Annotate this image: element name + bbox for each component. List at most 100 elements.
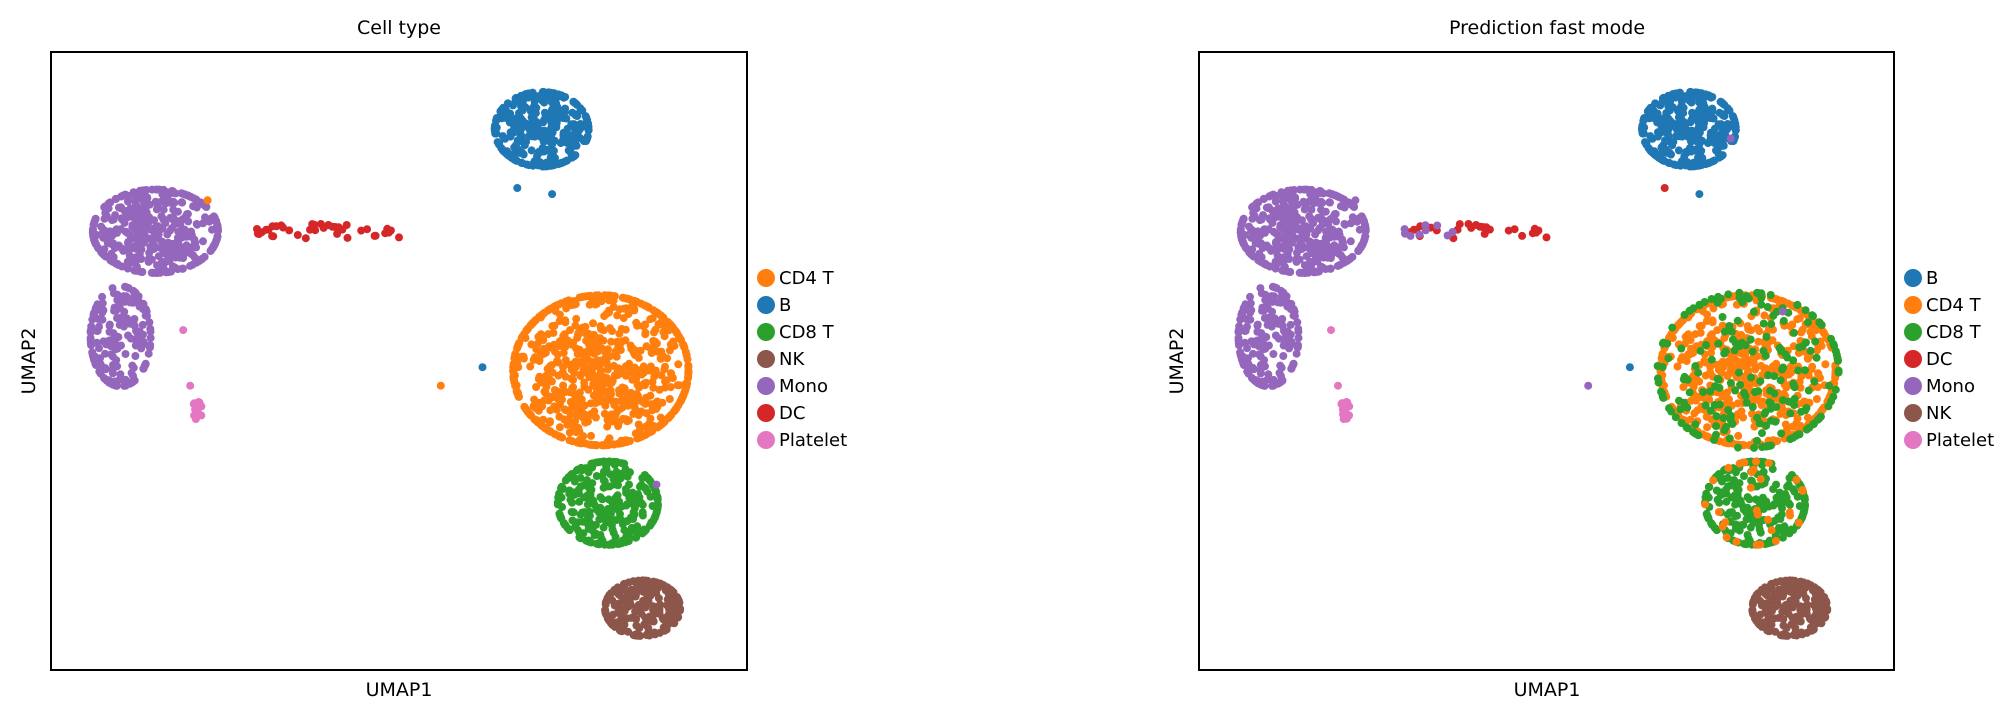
point-cd4-t <box>569 399 578 408</box>
point-dc <box>285 226 294 235</box>
point-cd4-t <box>509 362 518 371</box>
point-mono <box>93 327 102 335</box>
point-mono <box>88 226 97 234</box>
point-cd4-t <box>630 306 639 315</box>
point-nk <box>1805 614 1814 623</box>
point-nk <box>1762 599 1771 608</box>
point-mono <box>119 322 128 331</box>
point-cd8-t <box>1735 288 1744 297</box>
point-nk <box>649 617 658 626</box>
point-cd4-t <box>595 397 604 406</box>
point-cd8-t <box>1758 460 1767 469</box>
point-cd4-t <box>569 365 578 374</box>
point-cd4-t <box>577 357 586 366</box>
point-mono <box>140 211 149 220</box>
point-mono <box>121 350 130 358</box>
point-cd4-t <box>641 321 650 330</box>
point-b <box>517 132 526 141</box>
point-cd4-t <box>623 415 632 424</box>
point-cd4-t <box>608 397 617 406</box>
point-cd4-t <box>597 297 606 306</box>
point-b <box>1670 160 1678 169</box>
point-mono <box>157 197 166 206</box>
legend-label: NK <box>779 349 805 370</box>
point-cd4-t <box>1714 508 1723 516</box>
point-nk <box>637 609 646 618</box>
point-cd4-t <box>615 305 624 314</box>
legend-marker <box>1904 431 1922 449</box>
point-cd4-t <box>577 293 586 302</box>
point-cd8-t <box>1753 413 1762 422</box>
point-cd8-t <box>1775 488 1784 497</box>
point-cd8-t <box>1827 334 1835 343</box>
point-cd4-t <box>1732 537 1741 546</box>
point-mono <box>142 186 151 194</box>
point-mono <box>1298 242 1307 250</box>
point-b <box>1691 145 1700 154</box>
point-mono <box>1284 267 1293 276</box>
point-cd4-t <box>1724 463 1733 472</box>
legend-label: CD4 T <box>779 268 835 289</box>
point-cd8-t <box>1653 362 1662 370</box>
point-nk <box>1752 590 1761 599</box>
point-cd8-t <box>1829 392 1838 401</box>
point-cd8-t <box>1728 335 1737 344</box>
point-mono <box>1292 349 1301 358</box>
point-mono <box>156 268 165 277</box>
point-mono <box>1247 225 1256 234</box>
point-cd8-t <box>1725 322 1734 330</box>
point-mono <box>146 327 155 336</box>
point-mono <box>1279 326 1288 335</box>
point-b <box>562 114 571 123</box>
point-cd4-t <box>675 381 684 390</box>
point-cd8-t <box>604 457 613 466</box>
point-mono <box>1253 327 1262 336</box>
point-cd4-t <box>512 387 521 395</box>
point-cd8-t <box>1719 414 1728 422</box>
point-b <box>1686 88 1695 96</box>
point-cd4-t <box>1675 319 1684 328</box>
point-nk <box>620 606 629 615</box>
point-cd8-t <box>1706 387 1715 396</box>
point-mono <box>129 292 138 301</box>
legend-item: NK <box>757 349 805 370</box>
point-cd4-t <box>605 412 614 420</box>
point-cd8-t <box>1793 301 1802 309</box>
point-nk <box>1779 615 1788 624</box>
point-cd8-t <box>1725 434 1734 443</box>
point-nk <box>1788 576 1797 585</box>
point-cd8-t <box>1689 304 1698 313</box>
point-cd4-t <box>665 320 674 328</box>
point-cd4-t <box>1717 365 1726 374</box>
point-cd8-t <box>1764 371 1773 380</box>
point-cd8-t <box>1746 523 1755 532</box>
point-cd4-t <box>1796 383 1805 392</box>
point-cd4-t <box>1708 318 1717 327</box>
point-cd8-t <box>599 483 608 492</box>
point-mono <box>1293 318 1302 327</box>
point-cd8-t <box>1801 366 1809 375</box>
point-mono <box>1778 307 1787 316</box>
point-cd4-t <box>567 301 576 310</box>
point-cd4-t <box>621 336 630 345</box>
point-nk <box>631 592 640 601</box>
point-cd8-t <box>653 500 662 509</box>
point-cd8-t <box>610 460 619 469</box>
point-b <box>1682 94 1691 103</box>
point-cd8-t <box>1731 524 1740 533</box>
point-mono <box>1246 308 1255 317</box>
point-cd4-t <box>614 439 622 448</box>
point-mono <box>107 350 116 359</box>
point-cd4-t <box>575 388 584 397</box>
point-b <box>1712 146 1720 155</box>
point-nk <box>674 595 683 604</box>
point-cd8-t <box>1748 403 1757 411</box>
point-cd8-t <box>561 476 570 485</box>
point-cd8-t <box>1754 289 1763 297</box>
point-mono <box>123 257 132 266</box>
point-mono <box>159 205 168 214</box>
point-mono <box>1264 313 1273 322</box>
point-cd4-t <box>555 400 564 409</box>
point-b <box>542 162 551 171</box>
point-mono <box>108 369 117 378</box>
